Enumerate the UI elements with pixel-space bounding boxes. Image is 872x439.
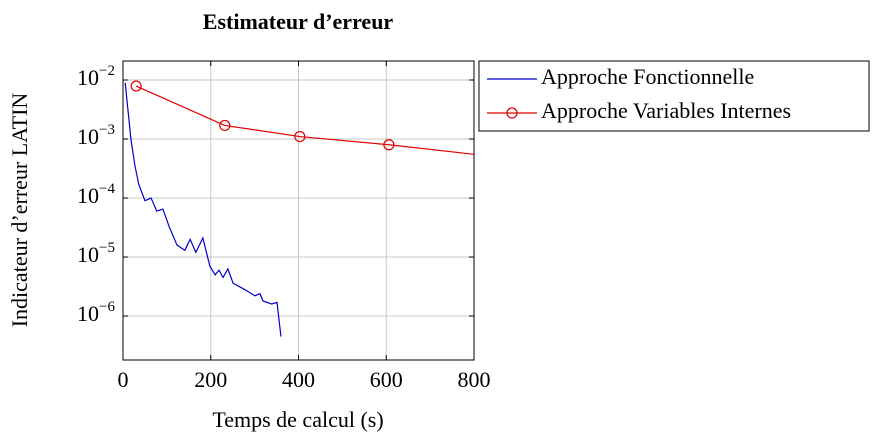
y-tick-label: 10−2	[77, 63, 115, 90]
x-tick-label: 600	[370, 367, 403, 392]
point-marker	[219, 119, 231, 132]
legend-box	[478, 60, 870, 132]
x-tick-label: 0	[118, 367, 129, 392]
y-tick-label: 10−4	[77, 181, 115, 208]
grid	[122, 61, 475, 360]
plot-area	[124, 80, 501, 337]
legend-label: Approche Variables Internes	[541, 98, 791, 123]
y-tick-label: 10−3	[77, 122, 115, 149]
x-tick-label: 800	[458, 367, 491, 392]
y-axis-label: Indicateur d’erreur LATIN	[7, 93, 32, 328]
y-tick-label: 10−5	[77, 240, 115, 267]
x-axis-label: Temps de calcul (s)	[212, 407, 383, 432]
x-tick-label: 200	[194, 367, 227, 392]
point-marker	[383, 139, 395, 151]
series-line	[135, 85, 474, 155]
point-marker	[491, 152, 501, 162]
series-line	[124, 82, 282, 337]
point-marker	[294, 130, 306, 143]
x-tick-label: 400	[282, 367, 315, 392]
legend-label: Approche Fonctionnelle	[541, 64, 754, 89]
y-tick-label: 10−6	[77, 299, 115, 326]
legend-marker	[506, 107, 518, 119]
point-marker	[130, 80, 142, 92]
chart-title: Estimateur d’erreur	[203, 9, 394, 34]
